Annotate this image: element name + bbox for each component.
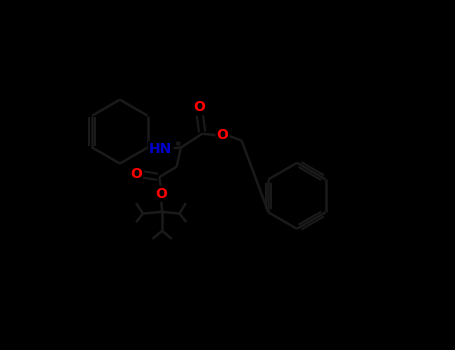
Text: O: O	[130, 167, 142, 181]
Text: O: O	[155, 187, 167, 201]
Text: O: O	[194, 100, 206, 114]
Text: O: O	[217, 128, 228, 142]
Text: HN: HN	[149, 142, 172, 156]
